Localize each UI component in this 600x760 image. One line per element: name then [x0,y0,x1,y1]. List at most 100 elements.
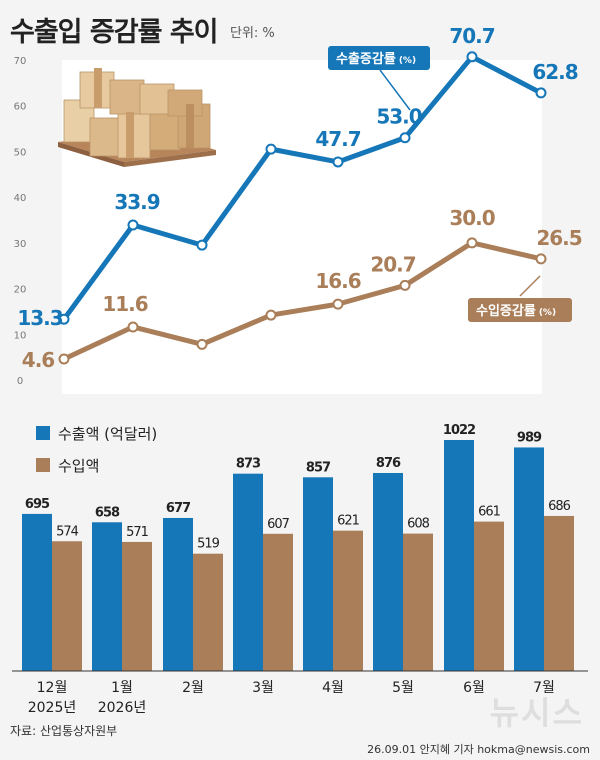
bar-data-label: 873 [236,457,261,472]
bar-x-tick-label: 5월 [392,680,414,696]
bar-series-group: 695 658 677 873 857 876 1022 989 574 571 519 607 621… [22,423,574,671]
line-point [265,143,277,155]
line-data-label: 11.6 [102,292,147,316]
bar-data-label: 608 [407,517,430,532]
bar-legend-swatch [36,426,50,440]
bar-x-axis: 12월 2025년 1월 2026년 2월 3월 4월 5월 6월 7월 [28,680,555,716]
line-point [466,51,478,63]
line-point [399,279,411,291]
bar-data-label: 607 [267,517,290,532]
bar-data-label: 574 [56,524,79,539]
y-tick-label: 10 [14,330,27,341]
line-series-group: 13.3 33.9 47.7 53.0 70.7 62.8 4.6 11.6 16.6 20.7 3… [17,24,582,372]
legend-callout-box [328,46,430,70]
bar-export [444,440,474,671]
bar-import [193,553,223,671]
line-point [399,132,411,144]
line-data-label: 33.9 [114,190,159,214]
bar-data-label: 989 [517,430,542,445]
bar-import [474,521,504,671]
line-data-label: 13.3 [17,306,62,330]
bar-data-label: 621 [337,514,360,529]
bar-legend-label: 수출액 (억달러) [58,425,157,443]
bar-data-label: 571 [126,525,149,540]
line-data-label: 16.6 [315,269,360,293]
bar-x-tick-label: 12월 [37,680,68,696]
line-data-label: 70.7 [449,24,494,48]
bar-x-tick-label: 7월 [533,680,555,696]
line-point [58,313,70,325]
line-point [127,219,139,231]
bar-x-tick-label: 6월 [463,680,485,696]
bar-data-label: 1022 [443,423,475,438]
line-data-label: 47.7 [315,127,360,151]
line-data-label: 62.8 [532,60,577,84]
line-import-path [62,240,542,362]
bar-legend-label: 수입액 [58,457,99,475]
line-point [332,156,344,168]
bar-data-label: 661 [478,505,501,520]
bar-data-label: 677 [166,501,191,516]
legend-unit: (%) [399,56,416,66]
line-point [196,338,208,350]
bar-import [333,530,363,671]
line-data-label: 4.6 [22,348,55,372]
bar-x-tick-label: 4월 [322,680,344,696]
bar-import [52,541,82,671]
line-data-label: 53.0 [376,105,421,129]
y-tick-label: 60 [14,102,27,113]
bar-export [303,477,333,671]
bar-x-tick-label: 3월 [252,680,274,696]
bar-x-year-label: 2025년 [28,700,77,716]
bar-data-label: 686 [548,499,571,514]
y-tick-label: 20 [14,285,27,296]
bar-data-label: 876 [376,456,401,471]
bar-data-label: 658 [95,505,120,520]
line-point [535,87,547,99]
bar-export [92,522,122,671]
line-legend: 수출증감률 (%)수입증감률 (%) [328,46,572,322]
line-point [535,253,547,265]
line-data-label: 30.0 [449,206,494,230]
y-tick-label: 70 [14,56,27,67]
y-tick-label: 0 [17,376,23,387]
newsis-logo: 뉴시스 [489,694,584,732]
bar-import [544,515,574,671]
bar-data-label: 519 [197,537,220,552]
bar-x-year-label: 2026년 [98,700,147,716]
y-tick-label: 30 [14,239,27,250]
bar-x-tick-label: 2월 [182,680,204,696]
legend-leader-line [519,275,541,297]
y-tick-label: 50 [14,147,27,158]
chart-title: 수출입 증감률 추이 [10,17,219,48]
line-point [466,237,478,249]
bar-export [163,517,193,671]
legend-callout-box [468,298,572,322]
line-point [127,321,139,333]
line-export-path [61,54,543,321]
source-note: 자료: 산업통상자원부 [10,724,118,738]
unit-label: 단위: % [230,26,275,41]
bar-export [373,473,403,671]
y-tick-label: 40 [14,193,27,204]
bar-import [263,533,293,671]
boxes-icon [58,68,216,167]
legend-leader-line [379,69,411,111]
bar-export [22,513,52,671]
bar-export [514,447,544,671]
legend-unit: (%) [539,308,556,318]
line-y-axis: 0 10 20 30 40 50 60 70 [14,56,27,387]
line-point [58,353,70,365]
bar-import [403,533,433,671]
bar-export [233,473,263,671]
line-point [265,309,277,321]
bar-x-tick-label: 1월 [111,680,133,696]
line-point [332,298,344,310]
credit-line: 26.09.01 안지혜 기자 hokma@newsis.com [367,743,590,756]
bar-legend: 수출액 (억달러) 수입액 [36,425,157,475]
bar-import [122,541,152,671]
line-data-label: 20.7 [370,252,415,276]
line-point [196,239,208,251]
